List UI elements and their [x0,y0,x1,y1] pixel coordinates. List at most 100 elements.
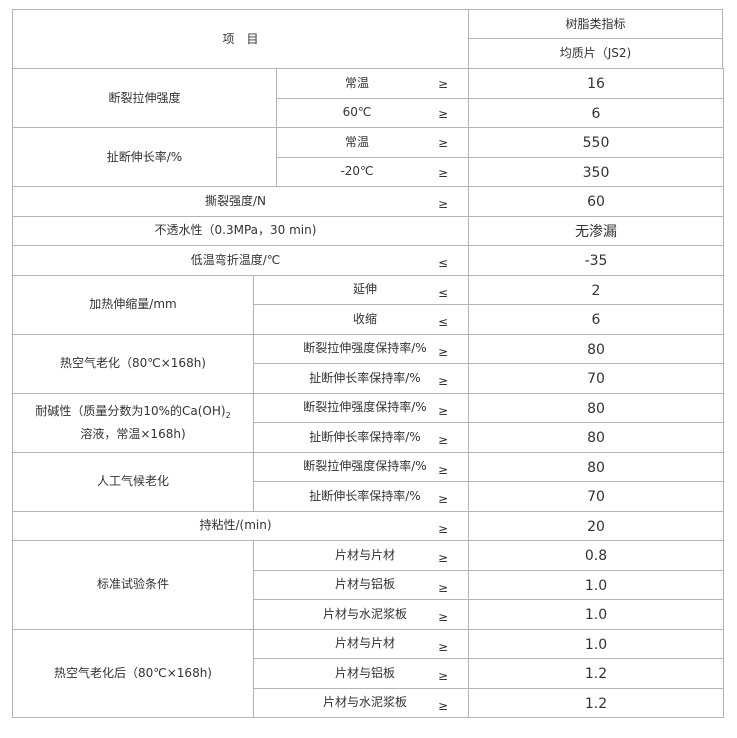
group-label-text: 低温弯折温度/℃ [190,252,281,267]
operator: ≥ [438,610,449,624]
operator: ≥ [438,639,449,654]
value-cell: 16 [468,68,724,99]
group-label-cell: 扯断伸长率/% [12,127,277,187]
value: 6 [591,105,601,122]
value-cell: 1.0 [468,628,724,659]
group-label-text: 扯断伸长率/% [106,149,183,164]
header-item-label: 项 目 [222,31,259,46]
value: 80 [587,430,605,447]
operator: ≤ [438,315,449,329]
operator: ≥ [438,492,449,506]
value-cell: 0.8 [468,540,724,571]
group-label-cell: 断裂拉伸强度 [12,68,277,128]
sub-item-cell: 扯断伸长率保持率/% [253,422,469,453]
operator: ≥ [438,106,449,121]
sub-item-label: 收缩 [352,311,377,326]
sub-item-label: 片材与片材 [334,636,395,651]
sub-item-label: 断裂拉伸强度保持率/% [303,341,427,356]
sub-item-label: 片材与片材 [334,547,395,562]
value-cell: 2 [468,274,724,305]
group-label-cell: 不透水性（0.3MPa，30 min) [12,215,469,246]
header-type-label: 均质片（JS2) [559,46,632,60]
operator: ≥ [438,580,449,595]
operator: ≥ [438,669,449,683]
value-cell: 70 [468,363,724,394]
sub-item-label: 片材与水泥浆板 [322,606,407,621]
sub-item-cell: 片材与水泥浆板 [253,687,469,718]
operator: ≤ [438,285,449,300]
header-type: 均质片（JS2) [468,38,723,69]
value-cell: 80 [468,392,724,423]
sub-item-cell: 片材与铝板 [253,658,469,689]
sub-item-label: 常温 [344,134,369,149]
value: 16 [587,76,605,93]
group-label: 标准试验条件 [97,575,169,594]
group-label-text: 耐碱性（质量分数为10%的Ca(OH) [35,403,226,418]
sub-item-label: 60℃ [342,105,372,120]
value-cell: 350 [468,156,724,187]
group-label: 热空气老化（80℃×168h) [60,354,206,373]
sub-item-cell: 片材与铝板 [253,569,469,600]
value: 70 [587,371,605,388]
group-label: 撕裂强度/N [205,192,266,211]
value-cell: -35 [468,245,724,276]
value-cell: 80 [468,422,724,453]
sub-item-cell: 断裂拉伸强度保持率/% [253,451,469,482]
group-label-cell: 撕裂强度/N [12,186,469,217]
value-cell: 1.2 [468,687,724,718]
group-label-cell: 热空气老化后（80℃×168h) [12,628,254,718]
group-label: 持粘性/(min) [199,516,271,535]
sub-item-label: 片材与铝板 [334,665,395,680]
group-label-cell: 低温弯折温度/℃ [12,245,469,276]
value: 60 [587,194,605,211]
value: 70 [587,489,605,506]
value: 1.2 [584,695,608,712]
group-label: 人工气候老化 [97,472,169,491]
operator: ≥ [438,698,449,713]
sub-item-label: 扯断伸长率保持率/% [309,429,421,444]
sub-item-label: -20℃ [340,164,374,179]
sub-item-label: 片材与铝板 [334,577,395,592]
sub-item-cell: 断裂拉伸强度保持率/% [253,392,469,423]
group-label: 热空气老化后（80℃×168h) [54,664,212,683]
group-label-text: 持粘性/(min) [199,518,272,533]
group-label: 扯断伸长率/% [107,148,182,167]
operator: ≥ [438,403,449,418]
value: 1.0 [584,577,608,594]
value: 550 [582,135,610,152]
operator: ≥ [438,462,449,477]
operator: ≥ [438,165,449,180]
sub-item-cell: 收缩 [253,304,469,335]
value: 1.0 [584,636,608,653]
operator: ≥ [438,433,449,447]
value-cell: 80 [468,451,724,482]
value: 0.8 [584,548,608,565]
sub-item-label: 常温 [344,75,369,90]
sub-item-label: 断裂拉伸强度保持率/% [303,459,427,474]
group-label: 不透水性（0.3MPa，30 min) [155,221,317,240]
group-label: 耐碱性（质量分数为10%的Ca(OH)2 溶液，常温×168h) [35,402,230,444]
group-label: 断裂拉伸强度 [108,89,180,108]
group-label-line2: 溶液，常温×168h) [80,426,186,441]
value-cell: 20 [468,510,724,541]
operator: ≥ [438,197,449,211]
group-label: 加热伸缩量/mm [89,295,176,314]
operator: ≥ [438,344,449,359]
operator: ≥ [438,551,449,565]
group-label-text: 不透水性（0.3MPa，30 min) [154,223,317,238]
sub-item-cell: 片材与片材 [253,628,469,659]
group-label-text: 撕裂强度/N [204,193,267,208]
header-item: 项 目 [12,9,469,69]
group-label-cell: 人工气候老化 [12,451,254,512]
header-category: 树脂类指标 [468,9,723,39]
group-label-text: 标准试验条件 [96,577,169,592]
value: 80 [587,400,605,417]
value-cell: 1.0 [468,599,724,630]
group-label-text: 断裂拉伸强度 [108,90,181,105]
value-cell: 6 [468,97,724,128]
sub-item-cell: 延伸 [253,274,469,305]
value-cell: 70 [468,481,724,512]
group-label-subscript: 2 [225,410,231,420]
sub-item-cell: 扯断伸长率保持率/% [253,481,469,512]
